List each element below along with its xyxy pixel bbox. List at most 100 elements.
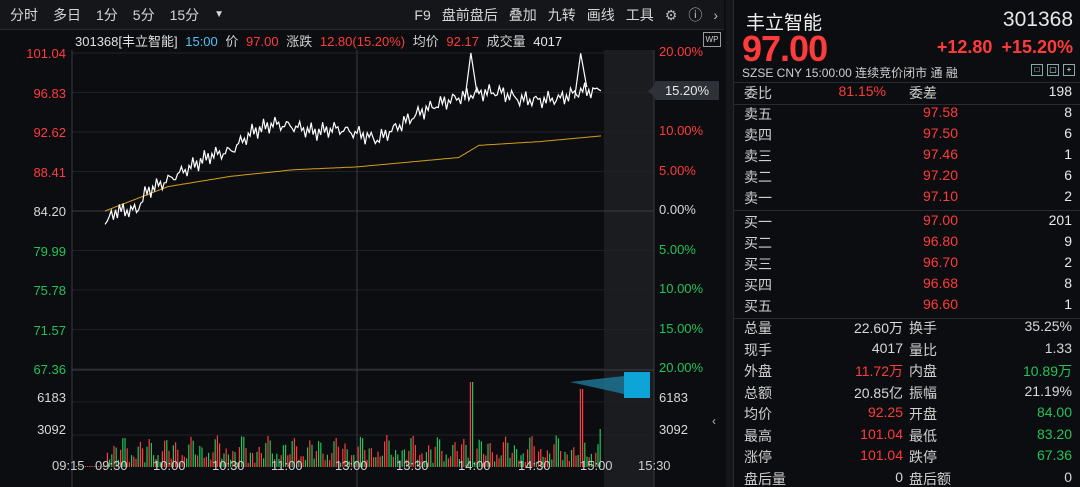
volume-bar [223, 453, 225, 467]
volume-bar [120, 449, 122, 467]
stat-key: 最低 [909, 427, 937, 444]
tab-intraday[interactable]: 分时 [10, 6, 38, 23]
volume-bar [124, 438, 126, 467]
volume-bar [111, 454, 113, 467]
stat-key: 量比 [909, 341, 937, 358]
volume-bar [494, 461, 496, 467]
f9-button[interactable]: F9 [414, 7, 431, 23]
volume-bar [386, 435, 388, 467]
volume-bar [247, 462, 249, 467]
gear-icon[interactable]: ⚙ [664, 6, 678, 23]
volume-bar [243, 436, 245, 467]
volume-bar [269, 440, 271, 467]
tab-5min[interactable]: 5分 [132, 6, 155, 23]
panel-divider[interactable] [726, 0, 733, 487]
volume-bar [98, 466, 100, 467]
ask-row[interactable]: 卖五 97.58 8 [734, 104, 1080, 126]
add-icon[interactable]: + [1063, 64, 1075, 76]
volume-bar [584, 442, 586, 467]
volume-bar [366, 459, 368, 467]
ask-volume: 6 [1064, 125, 1072, 141]
wp-icon[interactable]: WP [703, 32, 721, 47]
current-change-tag: 15.20% [648, 81, 719, 100]
bid-row[interactable]: 买三 96.70 2 [734, 254, 1080, 276]
stat-key: 内盘 [909, 363, 937, 379]
pre-post-market-button[interactable]: 盘前盘后 [441, 7, 498, 23]
ask-volume: 1 [1064, 146, 1072, 162]
stat-value: 0 [1064, 468, 1072, 485]
header-change: 12.80(15.20%) [319, 34, 406, 49]
volume-bar [135, 458, 137, 467]
volume-bar [254, 462, 256, 467]
stat-key: 盘后量 [744, 470, 786, 487]
tools-button[interactable]: 工具 [625, 7, 654, 23]
y-tick-label: 67.36 [33, 362, 66, 377]
volume-bar [542, 456, 544, 467]
volume-bar [183, 456, 185, 467]
overlay-button[interactable]: 叠加 [508, 7, 537, 23]
average-price-line [104, 135, 602, 212]
collapse-volume-icon[interactable] [570, 372, 650, 398]
draw-line-button[interactable]: 画线 [586, 7, 615, 23]
intraday-chart[interactable] [0, 30, 726, 487]
volume-bar [102, 466, 104, 467]
y-tick-label: 92.62 [33, 125, 66, 140]
ask-price: 97.58 [922, 104, 958, 120]
ask-row[interactable]: 卖一 97.10 2 [734, 188, 1080, 210]
volume-bar [84, 466, 86, 467]
volume-bar [414, 445, 416, 467]
stock-code: 301368 [1002, 8, 1073, 31]
tab-1min[interactable]: 1分 [96, 6, 118, 23]
volume-bar [524, 462, 526, 467]
volume-bar [287, 455, 289, 467]
help-icon[interactable]: ⓘ [688, 7, 703, 23]
caret-down-icon[interactable]: ▼ [214, 9, 225, 20]
bid-row[interactable]: 买一 97.00 201 [734, 212, 1080, 234]
volume-bar [463, 438, 465, 467]
volume-bar [329, 460, 331, 467]
volume-bar [599, 429, 601, 467]
volume-bar [540, 449, 542, 467]
stat-key: 均价 [744, 406, 772, 422]
volume-bar [265, 443, 267, 467]
bid-volume: 201 [1048, 212, 1072, 228]
volume-bar [322, 453, 324, 467]
tab-15min[interactable]: 15分 [169, 6, 200, 23]
ask-row[interactable]: 卖四 97.50 6 [734, 125, 1080, 147]
ask-price: 97.46 [922, 146, 958, 162]
stat-value: 101.04 [860, 447, 903, 463]
ask-row[interactable]: 卖三 97.46 1 [734, 146, 1080, 168]
volume-bar [100, 466, 102, 467]
volume-bar [553, 444, 555, 467]
stat-value: 20.85亿 [853, 384, 903, 401]
bid-row[interactable]: 买五 96.60 1 [734, 296, 1080, 318]
volume-bar [491, 452, 493, 467]
volume-bar [335, 438, 337, 467]
bid-volume: 2 [1064, 254, 1072, 270]
volume-bar [318, 441, 320, 467]
expand-icon[interactable]: ▢ [1047, 64, 1059, 76]
nine-turn-button[interactable]: 九转 [547, 7, 576, 23]
quote-panel: 丰立智能 301368 97.00 +12.80 +15.20% SZSE CN… [733, 0, 1080, 487]
bid-row[interactable]: 买四 96.68 8 [734, 275, 1080, 297]
volume-bar [533, 446, 535, 467]
volume-bar [201, 447, 203, 467]
volume-bar [498, 458, 500, 467]
volume-bar [373, 457, 375, 467]
chart-icon[interactable]: □ [1031, 64, 1043, 76]
volume-bar [113, 445, 115, 467]
chevron-right-icon[interactable]: › [713, 7, 718, 23]
ask-row[interactable]: 卖二 97.20 6 [734, 167, 1080, 189]
collapse-arrow-icon[interactable]: ‹ [712, 414, 716, 428]
volume-bar [271, 453, 273, 467]
stock-meta: SZSE CNY 15:00:00 连续竞价闭市 通 融 [742, 66, 958, 80]
volume-bar [148, 439, 150, 467]
bid-row[interactable]: 买二 96.80 9 [734, 233, 1080, 255]
volume-bar [159, 461, 161, 467]
volume-bar [291, 441, 293, 467]
volume-bar [469, 382, 471, 467]
volume-bar [443, 461, 445, 467]
volume-bar [179, 462, 181, 467]
tab-multiday[interactable]: 多日 [53, 6, 81, 23]
volume-bar [311, 444, 313, 467]
